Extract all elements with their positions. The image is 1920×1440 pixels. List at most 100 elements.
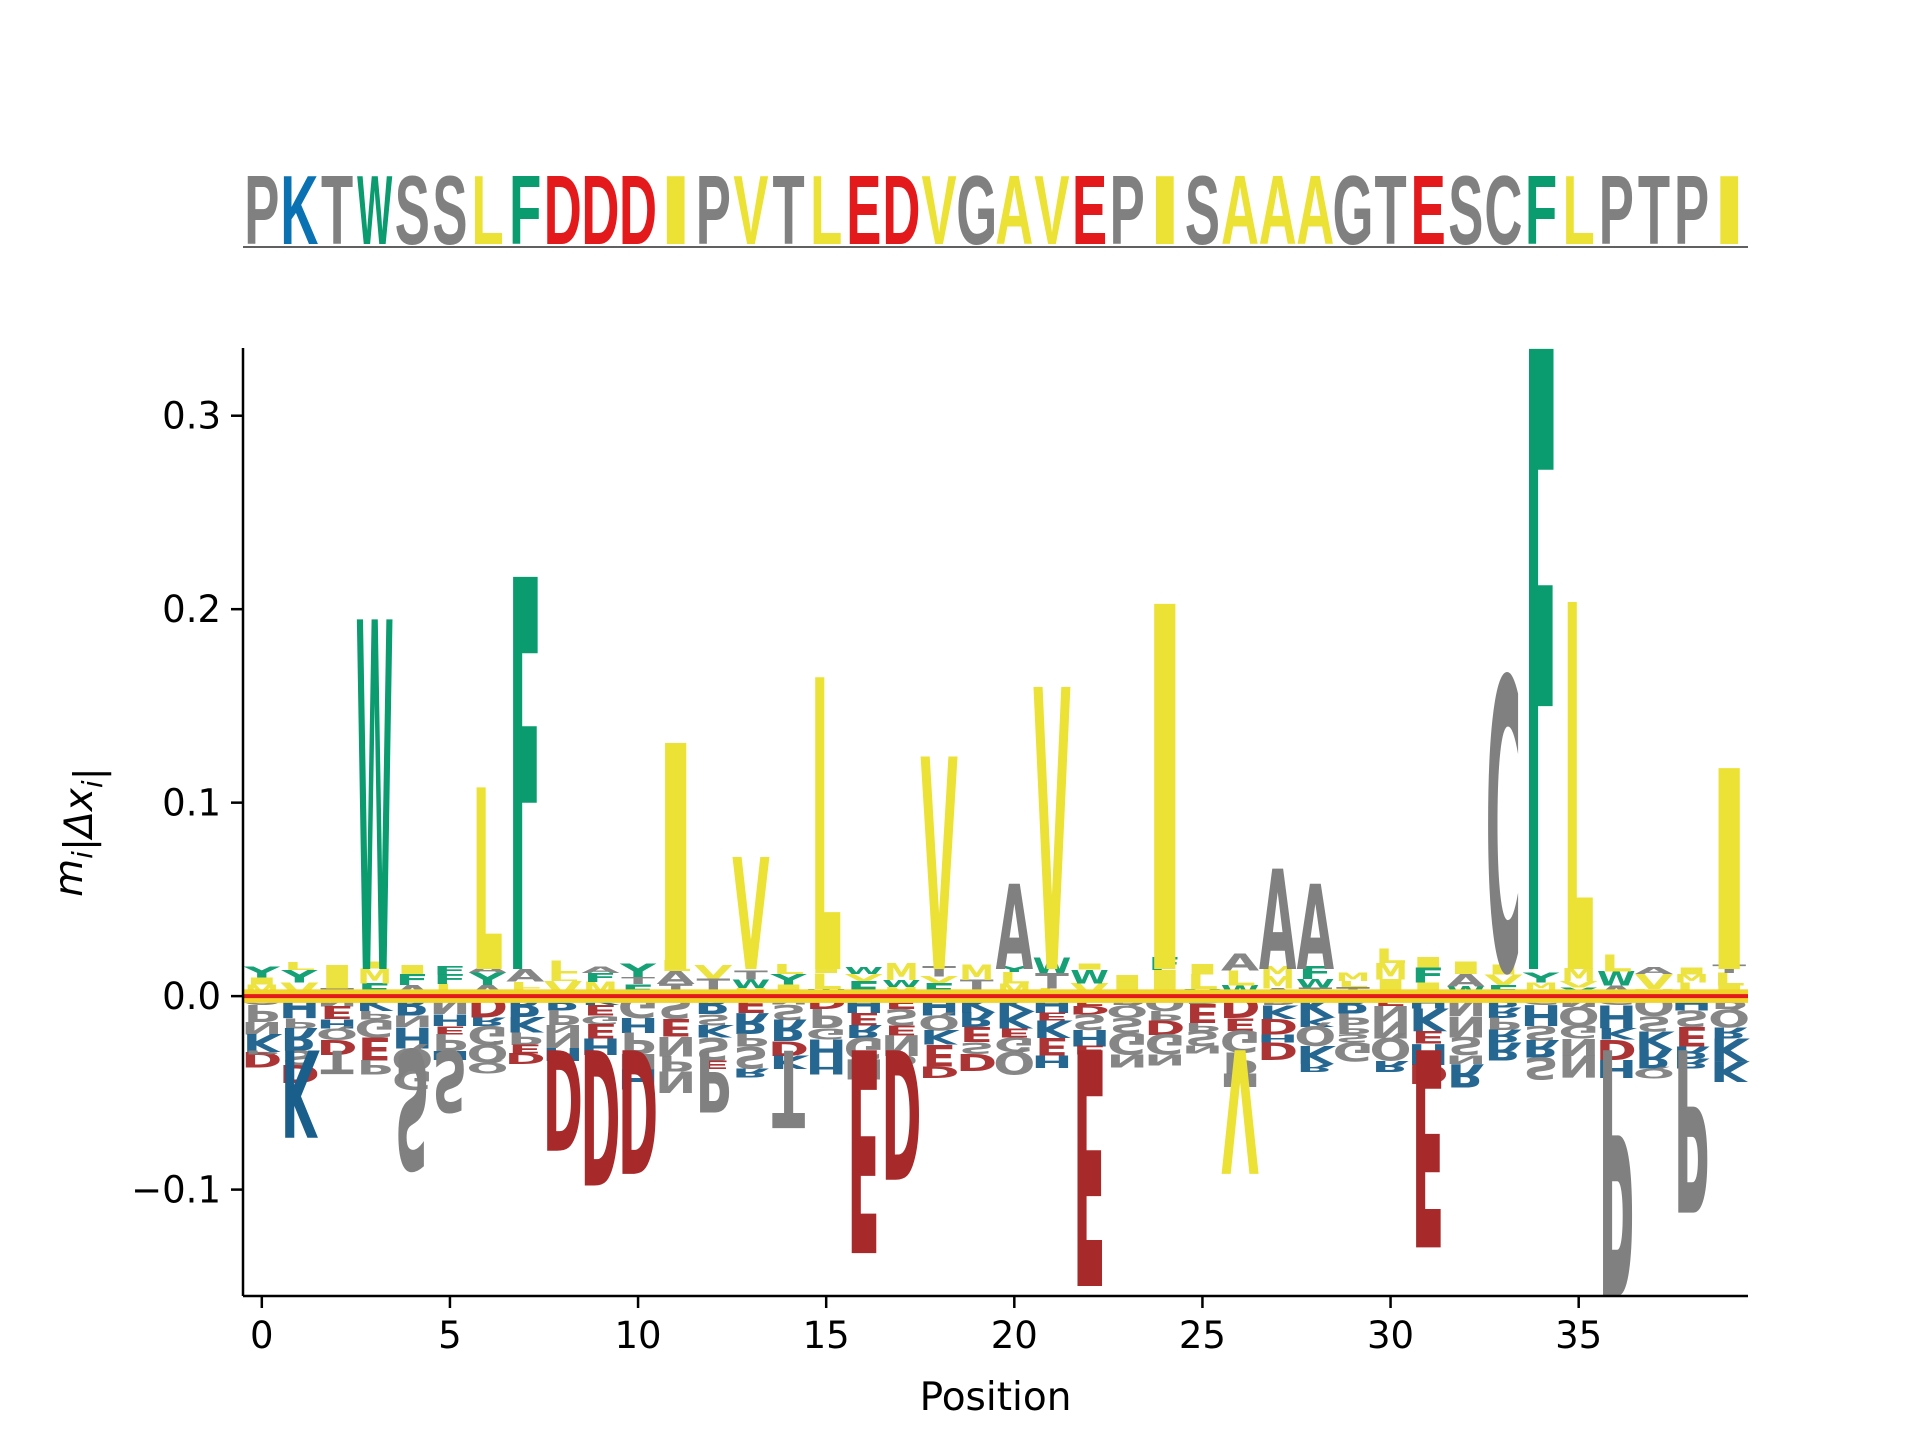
background-letter: D (768, 1037, 809, 1060)
background-letter: F (1148, 954, 1182, 975)
sequence-letter: S (432, 154, 467, 265)
background-letter: S (696, 1030, 732, 1066)
background-letter: D (241, 1047, 282, 1071)
sequence-letter: A (995, 154, 1033, 265)
background-letter: L (1224, 967, 1256, 990)
logo-letter-top: L (811, 598, 842, 1064)
sequence-letter: P (244, 154, 279, 265)
background-letter: H (1407, 1037, 1448, 1069)
background-letter: T (734, 968, 768, 983)
logo-letter-bottom: E (1073, 973, 1106, 1351)
background-letter: E (885, 1022, 919, 1038)
background-letter: H (1257, 1032, 1298, 1044)
background-letter: S (1072, 1009, 1108, 1033)
sequence-letter: P (1599, 154, 1634, 265)
background-letter: R (1447, 1056, 1485, 1093)
background-letter: E (433, 1024, 467, 1036)
background-letter: K (694, 1021, 734, 1041)
sequence-letter: I (659, 155, 693, 266)
x-tick-label: 0 (250, 1314, 274, 1357)
background-letter: T (1712, 963, 1746, 976)
sequence-letter: S (395, 154, 430, 265)
background-letter: N (1558, 1048, 1599, 1083)
background-letter: S (1523, 1050, 1559, 1085)
background-letter: N (542, 1023, 583, 1035)
background-letter: D (1408, 1058, 1449, 1089)
background-letter: H (805, 1032, 846, 1067)
background-letter: V (920, 975, 959, 986)
background-letter: H (429, 1011, 470, 1030)
x-tick-label: 25 (1179, 1314, 1226, 1357)
background-letter: V (845, 973, 884, 984)
background-letter: I (391, 963, 434, 977)
background-letter: D (279, 1058, 320, 1087)
dominant-letter-stacks: W L F I V L V A V I A A C F L IP K T S S DDD P T E D E V E P P (244, 181, 1750, 1362)
background-letter: W (1033, 953, 1072, 978)
background-letter: Q (1106, 1001, 1148, 1021)
background-letter: I (805, 958, 848, 977)
background-letter: N (655, 1030, 696, 1061)
background-letter: N (241, 1018, 282, 1037)
background-letter: P (1222, 1045, 1258, 1079)
logo-letter-top: C (1486, 598, 1522, 1064)
background-letter: E (358, 1030, 392, 1066)
background-letter: H (1069, 1024, 1110, 1049)
background-letter: R (732, 1065, 770, 1079)
background-letter: N (881, 1028, 922, 1060)
background-letter: D (505, 1049, 546, 1067)
logo-letter-top: L (472, 739, 503, 1029)
background-letter: E (508, 1041, 542, 1055)
sequence-letter: C (1484, 154, 1522, 265)
background-letter: E (584, 1002, 618, 1019)
background-letter: P (545, 1005, 581, 1029)
y-tick-label: 0.1 (162, 782, 221, 825)
logo-letter-bottom: V (1221, 1009, 1258, 1206)
sequence-letter: D (544, 154, 582, 265)
background-letter: S (733, 1040, 769, 1075)
background-letter: D (317, 1035, 358, 1059)
background-letter: S (1448, 1031, 1484, 1060)
background-letter: R (1484, 1036, 1522, 1065)
background-letter: D (956, 1048, 997, 1075)
logo-letter-bottom: D (881, 1008, 921, 1215)
background-letter: L (1601, 950, 1633, 977)
background-letter: G (844, 1030, 885, 1065)
background-letter: S (1185, 1026, 1221, 1049)
background-letter: T (696, 975, 730, 993)
background-letter: Y (468, 969, 507, 989)
background-letter: K (1710, 1054, 1751, 1086)
background-letter: E (997, 1025, 1031, 1040)
background-letter: I (1106, 973, 1149, 984)
background-letter: I (240, 976, 283, 987)
background-letter: G (354, 1013, 395, 1042)
background-letter: H (580, 1033, 621, 1059)
background-letter: G (580, 1013, 621, 1026)
background-letter: R (280, 1021, 318, 1057)
background-letter: I (1068, 962, 1111, 971)
background-letter: A (581, 965, 620, 976)
logo-letter-bottom: P (1674, 998, 1709, 1258)
x-axis-label: Position (920, 1375, 1072, 1420)
x-tick-label: 5 (438, 1314, 462, 1357)
background-letter: M (1561, 964, 1596, 985)
background-letter: K (769, 1051, 810, 1073)
background-letter: Q (918, 1011, 960, 1034)
background-letter: N (1219, 1069, 1260, 1091)
background-letter: Q (1558, 1000, 1600, 1030)
background-letter: N (1106, 1050, 1147, 1071)
background-letter: Q (1370, 1031, 1412, 1067)
y-axis-ticks: −0.1 0.0 0.1 0.2 0.3 (131, 395, 243, 1212)
sequence-letter: A (1221, 154, 1259, 265)
y-tick-label: 0.0 (162, 975, 221, 1018)
background-letter: I (1106, 980, 1149, 992)
background-letter: I (1670, 965, 1713, 976)
background-letter: S (771, 1000, 807, 1024)
background-letter: R (1710, 1024, 1748, 1042)
background-letter: E (320, 1002, 354, 1023)
sequence-letter: G (1332, 154, 1373, 265)
logo-letter-bottom: E (1412, 986, 1445, 1301)
background-letter: P (507, 1028, 543, 1047)
background-letter: P (733, 1029, 769, 1050)
background-letter: S (282, 1046, 318, 1069)
